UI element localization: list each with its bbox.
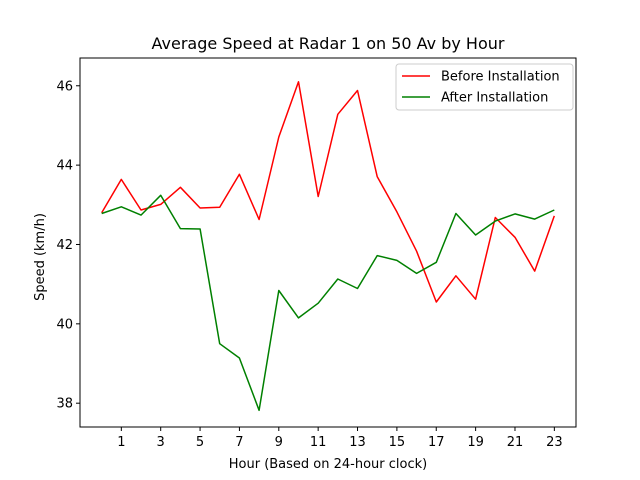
y-tick-label: 42 [56, 238, 73, 253]
series-line-before-installation [101, 81, 556, 303]
plot-frame [79, 57, 577, 428]
x-axis: 1 3 5 7 9 11 13 15 17 19 21 23 [117, 427, 563, 450]
x-tick-label: 23 [546, 435, 563, 450]
x-tick-label: 11 [310, 435, 327, 450]
legend: Before Installation After Installation [395, 63, 574, 111]
y-tick-label: 44 [56, 159, 73, 174]
x-tick-label: 1 [117, 435, 125, 450]
x-tick-label: 5 [196, 435, 204, 450]
x-tick-label: 3 [157, 435, 165, 450]
series-lines [101, 81, 556, 412]
x-tick-label: 7 [235, 435, 243, 450]
x-tick-label: 9 [275, 435, 283, 450]
y-axis-label: Speed (km/h) [33, 213, 48, 301]
x-tick-label: 15 [389, 435, 406, 450]
legend-label: Before Installation [441, 70, 560, 85]
legend-box [395, 63, 574, 111]
y-tick-label: 40 [56, 317, 73, 332]
y-axis: 38 40 42 44 46 [56, 79, 80, 412]
series-line-after-installation [101, 194, 555, 412]
y-tick-label: 46 [56, 79, 73, 94]
plot-area [79, 57, 577, 428]
chart-title: Average Speed at Radar 1 on 50 Av by Hou… [152, 34, 505, 53]
x-tick-label: 21 [507, 435, 524, 450]
x-axis-label: Hour (Based on 24-hour clock) [229, 457, 428, 472]
x-tick-label: 17 [428, 435, 445, 450]
legend-label: After Installation [441, 91, 548, 106]
x-tick-label: 19 [467, 435, 484, 450]
x-tick-label: 13 [349, 435, 366, 450]
y-tick-label: 38 [56, 397, 73, 412]
